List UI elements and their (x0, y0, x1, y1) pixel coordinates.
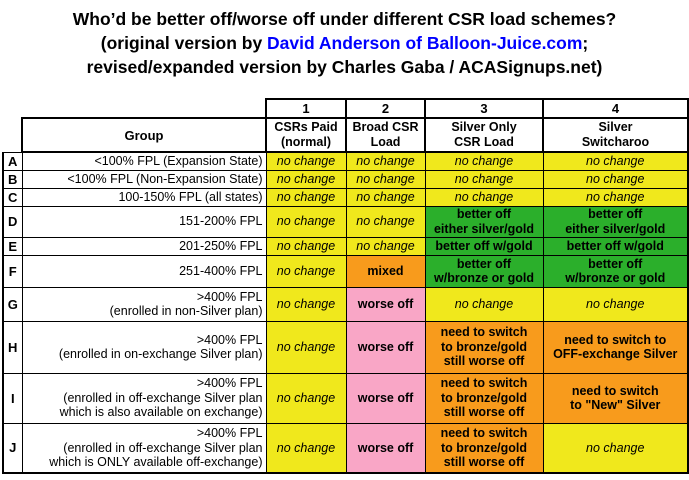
group-label: 201-250% FPL (21, 236, 267, 256)
result-cell: no change (265, 236, 347, 256)
result-cell: no change (265, 422, 347, 474)
result-cell: better off w/bronze or gold (424, 254, 544, 288)
result-cell: no change (542, 151, 689, 171)
result-cell: better off either silver/gold (424, 205, 544, 238)
result-cell: need to switch to bronze/gold still wors… (424, 422, 544, 474)
title-line-2-prefix: (original version by (100, 33, 268, 53)
result-cell: no change (265, 205, 347, 238)
group-label: >400% FPL (enrolled in off-exchange Silv… (21, 372, 267, 424)
row-letter: C (2, 187, 23, 207)
group-label: >400% FPL (enrolled in non-Silver plan) (21, 286, 267, 322)
result-cell: no change (345, 169, 426, 189)
group-label: >400% FPL (enrolled in off-exchange Silv… (21, 422, 267, 474)
column-header-broad-csr-load: Broad CSR Load (345, 117, 426, 153)
result-cell: no change (265, 187, 347, 207)
header-spacer (3, 99, 266, 118)
column-header-row: Group CSRs Paid (normal) Broad CSR Load … (3, 117, 689, 153)
table-row-d: D 151-200% FPL no change no change bette… (2, 205, 689, 238)
column-header-silver-switcharoo: Silver Switcharoo (542, 117, 689, 153)
row-letter: I (2, 372, 23, 424)
result-cell: no change (265, 320, 347, 374)
group-label: <100% FPL (Expansion State) (21, 151, 267, 171)
row-letter: B (2, 169, 23, 189)
result-cell: need to switch to bronze/gold still wors… (424, 320, 544, 374)
row-letter: A (2, 151, 23, 171)
result-cell: no change (542, 187, 689, 207)
result-cell: no change (265, 169, 347, 189)
result-cell: no change (542, 422, 689, 474)
result-cell: no change (542, 169, 689, 189)
result-cell: better off w/gold (542, 236, 689, 256)
result-cell: worse off (345, 286, 426, 322)
result-cell: better off w/gold (424, 236, 544, 256)
result-cell: worse off (345, 320, 426, 374)
column-header-csrs-paid: CSRs Paid (normal) (265, 117, 347, 153)
result-cell: no change (345, 187, 426, 207)
result-cell: no change (424, 151, 544, 171)
result-cell: worse off (345, 422, 426, 474)
group-label: >400% FPL (enrolled in on-exchange Silve… (21, 320, 267, 374)
table-row-e: E 201-250% FPL no change no change bette… (2, 236, 689, 256)
table-row-f: F 251-400% FPL no change mixed better of… (2, 254, 689, 288)
row-letter: J (2, 422, 23, 474)
result-cell: no change (265, 372, 347, 424)
result-cell: no change (265, 151, 347, 171)
column-number-row: 1 2 3 4 (3, 98, 689, 119)
result-cell: mixed (345, 254, 426, 288)
result-cell: better off w/bronze or gold (542, 254, 689, 288)
group-label: 251-400% FPL (21, 254, 267, 288)
balloon-juice-link[interactable]: David Anderson of Balloon-Juice.com (267, 33, 583, 53)
column-header-silver-only-csr-load: Silver Only CSR Load (424, 117, 544, 153)
table-row-a: A <100% FPL (Expansion State) no change … (2, 151, 689, 171)
result-cell: no change (542, 286, 689, 322)
row-letter: H (2, 320, 23, 374)
column-number-4: 4 (542, 98, 689, 119)
table-row-g: G >400% FPL (enrolled in non-Silver plan… (2, 286, 689, 322)
result-cell: no change (265, 286, 347, 322)
group-column-header: Group (21, 117, 267, 153)
group-label: 100-150% FPL (all states) (21, 187, 267, 207)
csr-load-schemes-table: 1 2 3 4 Group CSRs Paid (normal) Broad C… (2, 98, 689, 474)
result-cell: no change (345, 205, 426, 238)
result-cell: no change (424, 169, 544, 189)
row-letter: F (2, 254, 23, 288)
row-letter: E (2, 236, 23, 256)
page-title: Who’d be better off/worse off under diff… (0, 0, 689, 79)
table-row-j: J >400% FPL (enrolled in off-exchange Si… (2, 422, 689, 474)
result-cell: no change (345, 236, 426, 256)
result-cell: need to switch to OFF-exchange Silver (542, 320, 689, 374)
column-number-2: 2 (345, 98, 426, 119)
title-line-2-suffix: ; (582, 33, 589, 53)
group-label: <100% FPL (Non-Expansion State) (21, 169, 267, 189)
table-row-c: C 100-150% FPL (all states) no change no… (2, 187, 689, 207)
title-line-3: revised/expanded version by Charles Gaba… (86, 57, 603, 77)
result-cell: no change (424, 286, 544, 322)
result-cell: no change (345, 151, 426, 171)
table-row-b: B <100% FPL (Non-Expansion State) no cha… (2, 169, 689, 189)
row-letter: D (2, 205, 23, 238)
result-cell: worse off (345, 372, 426, 424)
result-cell: no change (265, 254, 347, 288)
table-row-i: I >400% FPL (enrolled in off-exchange Si… (2, 372, 689, 424)
result-cell: need to switch to "New" Silver (542, 372, 689, 424)
column-number-3: 3 (424, 98, 544, 119)
header-spacer (3, 118, 22, 152)
group-label: 151-200% FPL (21, 205, 267, 238)
row-letter: G (2, 286, 23, 322)
title-line-2: (original version by David Anderson of B… (0, 31, 689, 55)
table-row-h: H >400% FPL (enrolled in on-exchange Sil… (2, 320, 689, 374)
result-cell: need to switch to bronze/gold still wors… (424, 372, 544, 424)
result-cell: better off either silver/gold (542, 205, 689, 238)
result-cell: no change (424, 187, 544, 207)
title-line-1: Who’d be better off/worse off under diff… (72, 9, 617, 29)
column-number-1: 1 (265, 98, 347, 119)
